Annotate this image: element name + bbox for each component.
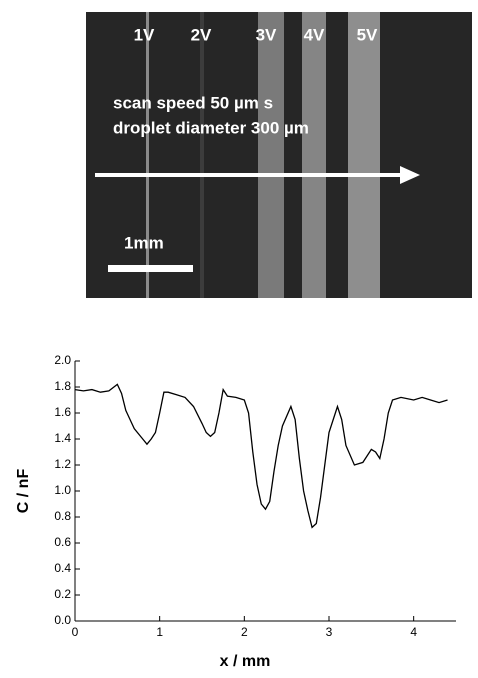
x-tick-label: 3 xyxy=(326,625,333,639)
voltage-label: 3V xyxy=(256,25,277,44)
voltage-label: 5V xyxy=(357,25,378,44)
x-axis-title: x / mm xyxy=(220,653,271,670)
y-tick-label: 0.6 xyxy=(54,535,71,549)
stripe xyxy=(258,12,284,298)
y-tick-label: 0.2 xyxy=(54,587,71,601)
scale-bar xyxy=(108,265,193,272)
x-tick-label: 1 xyxy=(156,625,163,639)
x-tick-label: 4 xyxy=(410,625,417,639)
y-tick-label: 0.8 xyxy=(54,509,71,523)
x-tick-label: 0 xyxy=(72,625,79,639)
voltage-label: 2V xyxy=(191,25,212,44)
micrograph: 1V 2V 3V 4V 5V scan speed 50 µm s drople… xyxy=(86,12,472,298)
y-tick-label: 0.4 xyxy=(54,561,71,575)
y-tick-label: 1.8 xyxy=(54,379,71,393)
y-tick-label: 1.2 xyxy=(54,457,71,471)
y-tick-label: 1.6 xyxy=(54,405,71,419)
stripe xyxy=(200,12,204,298)
y-tick-label: 1.0 xyxy=(54,483,71,497)
x-tick-label: 2 xyxy=(241,625,248,639)
y-tick-label: 1.4 xyxy=(54,431,71,445)
y-axis-title: C / nF xyxy=(15,469,32,514)
caption-line: droplet diameter 300 µm xyxy=(113,118,309,137)
y-tick-label: 2.0 xyxy=(54,353,71,367)
stripe xyxy=(348,12,380,298)
voltage-label: 1V xyxy=(134,25,155,44)
stripe xyxy=(302,12,326,298)
voltage-label: 4V xyxy=(304,25,325,44)
caption-line: scan speed 50 µm s xyxy=(113,93,273,112)
data-line xyxy=(74,383,448,529)
arrow-head xyxy=(400,166,420,184)
chart: x / mm C / nF 0.0 0.2 0.4 0.6 0.8 1.0 1.2 1.4 1.… xyxy=(15,353,456,670)
y-tick-label: 0.0 xyxy=(54,613,71,627)
stripe xyxy=(146,12,149,298)
scale-bar-label: 1mm xyxy=(124,233,164,252)
